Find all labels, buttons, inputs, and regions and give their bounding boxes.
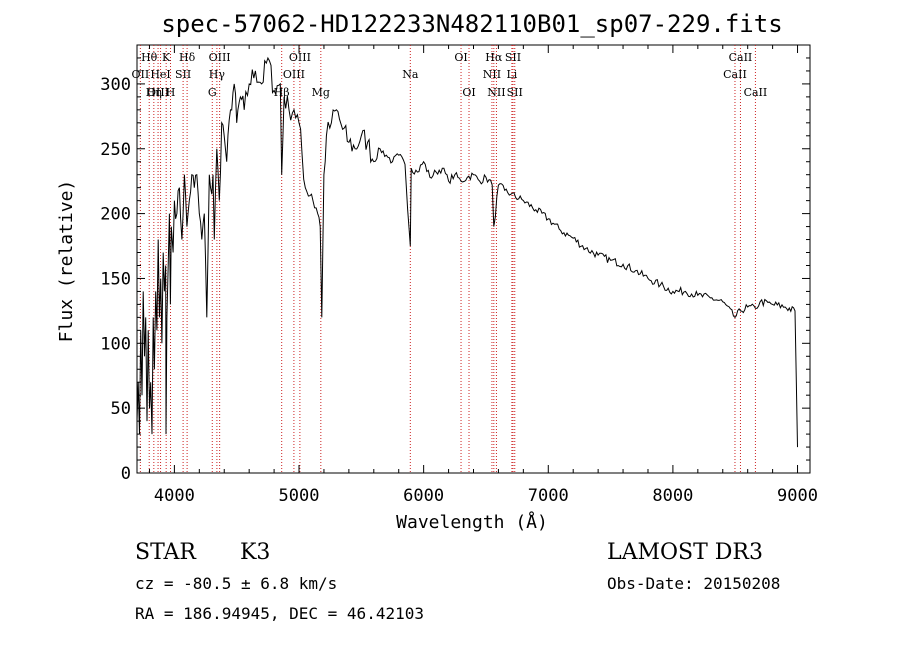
spectral-line-label: CaII (729, 51, 753, 64)
spectral-line-label: Mg (312, 86, 330, 99)
spectral-line-label: NII (487, 86, 505, 99)
y-axis-ticks: 0 50 100 150 200 250 300 (100, 57, 810, 484)
spectral-line-label: OII (132, 68, 150, 81)
y-tick-label: 300 (100, 75, 131, 95)
spectral-line-label: NII (483, 68, 501, 81)
y-tick-label: 150 (100, 269, 131, 289)
y-tick-label: 0 (121, 464, 131, 484)
y-tick-label: 200 (100, 205, 131, 225)
coordinates: RA = 186.94945, DEC = 46.42103 (135, 604, 424, 623)
spectral-line-label: SII (505, 51, 521, 64)
survey-name: LAMOST DR3 (607, 540, 763, 565)
spectral-line-label: Hθ (141, 51, 158, 64)
flux-series-line (136, 56, 798, 448)
spectral-line-label: SII (507, 86, 523, 99)
x-tick-label: 5000 (279, 486, 320, 506)
spectral-line-label: OIII (209, 51, 231, 64)
spectral-line-label: OI (454, 51, 467, 64)
spectral-line-label: OIII (283, 68, 305, 81)
observation-date: Obs-Date: 20150208 (607, 574, 781, 593)
spectral-line-label: HeI (150, 68, 170, 81)
y-tick-label: 250 (100, 140, 131, 160)
chart-title: spec-57062-HD122233N482110B01_sp07-229.f… (161, 10, 782, 38)
spectral-line-label: K (162, 51, 171, 64)
spectral-line-label: SII (175, 68, 191, 81)
spectral-line-label: Li (506, 68, 517, 81)
y-axis-label: Flux (relative) (56, 180, 77, 343)
spectral-line-label: Hη (146, 86, 162, 99)
spectral-line-markers (139, 45, 756, 473)
spectral-line-label: CaII (744, 86, 768, 99)
spectral-line-label: Hδ (179, 51, 196, 64)
redshift-cz: cz = -80.5 ± 6.8 km/s (135, 574, 338, 593)
x-tick-label: 4000 (154, 486, 195, 506)
spectral-line-label: Hβ (274, 86, 290, 99)
spectral-line-label: OIII (147, 86, 169, 99)
x-tick-label: 9000 (777, 486, 818, 506)
spectral-line-label: Hα (485, 51, 503, 64)
object-subclass: K3 (240, 540, 271, 565)
spectral-line-label: OIII (289, 51, 311, 64)
x-tick-label: 6000 (403, 486, 444, 506)
spectral-line-label: H (166, 86, 176, 99)
x-axis-label: Wavelength (Å) (396, 511, 548, 533)
spectral-line-label: OI (462, 86, 475, 99)
x-axis-ticks: 4000 5000 6000 7000 8000 9000 (148, 45, 818, 506)
spectral-line-label: Na (402, 68, 419, 81)
x-tick-label: 8000 (652, 486, 693, 506)
object-class: STAR (135, 540, 196, 565)
spectral-line-label: Hγ (209, 68, 226, 81)
spectral-line-label: CaII (723, 68, 747, 81)
spectral-line-label: G (208, 86, 217, 99)
y-tick-label: 100 (100, 334, 131, 354)
y-tick-label: 50 (111, 399, 131, 419)
x-tick-label: 7000 (528, 486, 569, 506)
